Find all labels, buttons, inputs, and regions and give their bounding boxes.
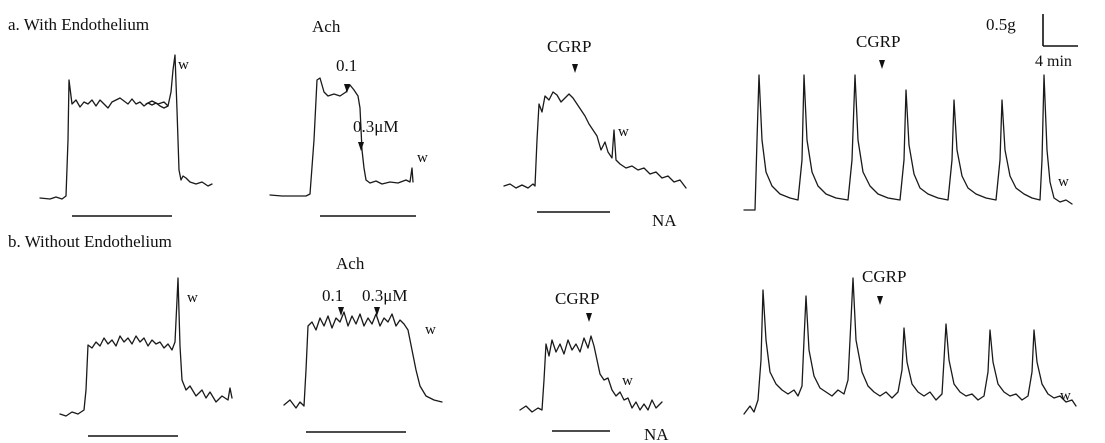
washout-b3: w <box>622 373 633 389</box>
dose-label-a-1: 0.1 <box>336 56 357 75</box>
ach-label-a: Ach <box>312 17 341 36</box>
trace-a3 <box>503 91 687 189</box>
washout-b2: w <box>425 322 436 338</box>
panel-b3: CGRP w NA <box>519 289 669 443</box>
cgrp-arrow-a3 <box>572 64 578 73</box>
dose-arrow-b-1 <box>338 307 344 316</box>
dose-label-b-1: 0.1 <box>322 286 343 305</box>
cgrp-label-a3: CGRP <box>547 37 591 56</box>
ach-label-b: Ach <box>336 254 365 273</box>
panel-a1: w <box>39 54 213 217</box>
washout-a2: w <box>417 150 428 166</box>
scale-bar-time: 4 min <box>1035 53 1072 70</box>
dose-label-b-2: 0.3μM <box>362 286 407 305</box>
washout-b4: w <box>1060 388 1071 404</box>
trace-b1 <box>59 277 233 417</box>
washout-a1: w <box>178 57 189 73</box>
panel-b1: w <box>59 277 233 437</box>
cgrp-arrow-a4 <box>879 60 885 69</box>
row-b-label: b. Without Endothelium <box>8 232 172 251</box>
washout-b1: w <box>187 290 198 306</box>
dose-arrow-b-2 <box>374 307 380 316</box>
washout-a3: w <box>618 124 629 140</box>
trace-b3 <box>519 335 663 413</box>
trace-b2 <box>283 311 443 409</box>
panel-a3: CGRP w NA <box>503 37 687 230</box>
panel-b4: CGRP w <box>743 267 1077 415</box>
trace-a4 <box>743 74 1073 211</box>
trace-a2 <box>269 77 414 197</box>
cgrp-arrow-b3 <box>586 313 592 322</box>
scale-bar: 0.5g 4 min <box>986 14 1078 70</box>
washout-a4: w <box>1058 174 1069 190</box>
agonist-label-b: NA <box>644 425 669 443</box>
dose-arrow-a-2 <box>358 142 364 151</box>
trace-b4 <box>743 277 1077 415</box>
panel-a2: Ach 0.1 0.3μM w <box>269 17 428 217</box>
cgrp-label-a4: CGRP <box>856 32 900 51</box>
panel-a4: CGRP w <box>743 32 1073 211</box>
trace-a1-detail <box>145 100 169 107</box>
cgrp-label-b3: CGRP <box>555 289 599 308</box>
dose-arrow-a-1 <box>344 84 350 93</box>
dose-label-a-2: 0.3μM <box>353 117 398 136</box>
cgrp-label-b4: CGRP <box>862 267 906 286</box>
scale-bar-force: 0.5g <box>986 15 1016 34</box>
panel-b2: Ach 0.1 0.3μM w <box>283 254 443 433</box>
trace-a1 <box>39 54 213 200</box>
agonist-label-a: NA <box>652 211 677 230</box>
cgrp-arrow-b4 <box>877 296 883 305</box>
row-a-label: a. With Endothelium <box>8 15 149 34</box>
